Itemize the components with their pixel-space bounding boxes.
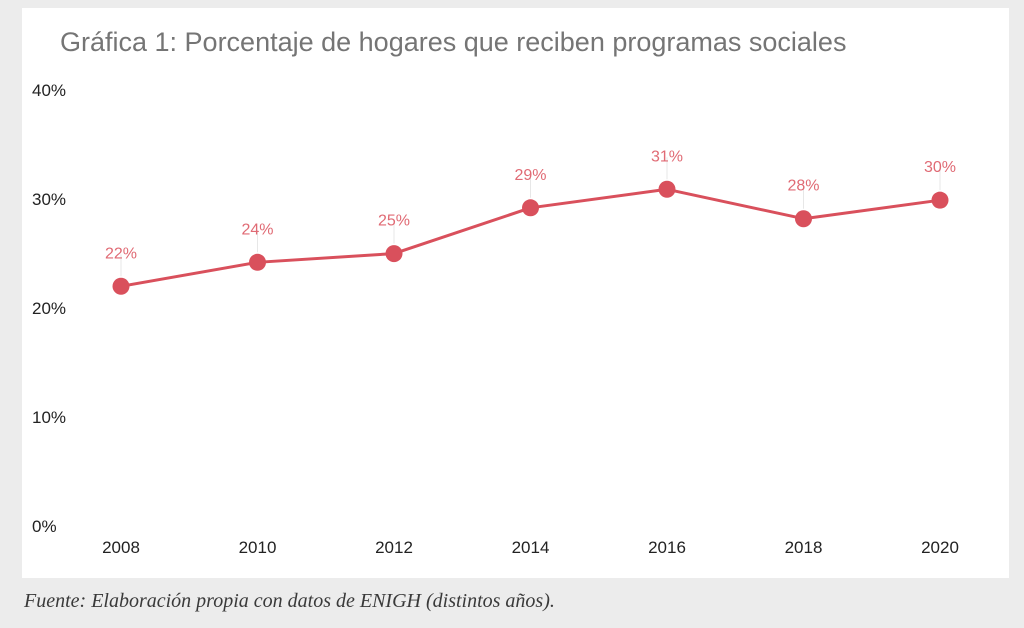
data-point [658,180,676,198]
data-point [249,253,266,271]
data-label: 29% [514,167,546,184]
x-tick-label: 2012 [375,538,413,557]
chart-title: Gráfica 1: Porcentaje de hogares que rec… [60,27,847,57]
x-tick-label: 2018 [785,538,823,557]
source-caption: Fuente: Elaboración propia con datos de … [24,590,555,612]
data-label: 31% [651,148,683,165]
y-tick-label: 10% [32,408,66,427]
y-tick-label: 20% [32,299,66,318]
data-point [385,245,403,263]
data-label: 28% [787,178,819,195]
y-tick-label: 30% [32,190,66,209]
line-chart: 0% 10% 20% 30% 40% 2008 2010 2012 2014 2016 2018 20… [32,81,959,557]
x-tick-label: 2014 [512,538,550,557]
x-tick-label: 2016 [648,538,686,557]
data-point [795,210,812,228]
x-tick-label: 2020 [921,538,959,557]
data-label: 30% [924,159,956,176]
x-tick-label: 2008 [102,538,140,557]
data-point [931,191,949,209]
data-point [112,277,130,295]
data-label: 24% [241,221,273,238]
data-label: 22% [105,245,137,262]
data-label: 25% [378,213,410,230]
data-point [522,199,539,217]
y-tick-label: 40% [32,81,66,100]
x-tick-label: 2010 [239,538,277,557]
y-tick-label: 0% [32,517,57,536]
chart-panel: Gráfica 1: Porcentaje de hogares que rec… [22,8,1009,578]
